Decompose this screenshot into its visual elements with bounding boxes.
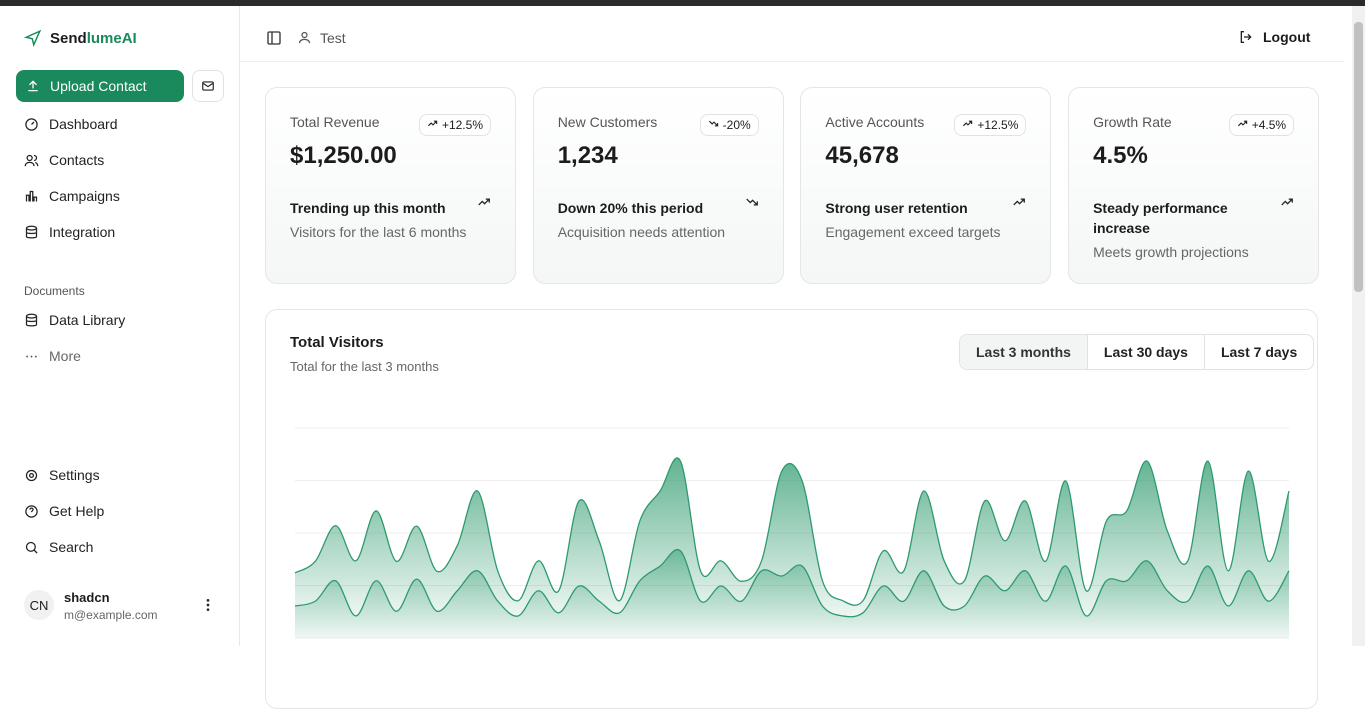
nav-label: Campaigns bbox=[49, 188, 120, 204]
trend-icon bbox=[477, 195, 491, 214]
card-trend: Down 20% this period bbox=[557, 200, 704, 216]
range-button[interactable]: Last 7 days bbox=[1203, 335, 1313, 369]
stat-card: Active Accounts 45,678 +12.5% Strong user r… bbox=[800, 87, 1052, 284]
section-label: Documents bbox=[24, 284, 85, 298]
card-title: Growth Rate bbox=[1093, 114, 1172, 130]
nav-label: Dashboard bbox=[49, 116, 118, 132]
range-toggle: Last 3 months Last 30 days Last 7 days bbox=[959, 334, 1315, 370]
card-badge: -20% bbox=[699, 114, 759, 136]
card-badge: +12.5% bbox=[954, 114, 1027, 136]
nav-label: Data Library bbox=[49, 312, 126, 328]
logout-button[interactable]: Logout bbox=[1238, 29, 1310, 45]
badge-label: -20% bbox=[722, 118, 751, 132]
nav-item[interactable]: Campaigns bbox=[24, 188, 120, 204]
avatar: CN bbox=[24, 590, 54, 620]
trend-icon bbox=[745, 195, 759, 214]
nav-item[interactable]: Dashboard bbox=[24, 116, 118, 132]
badge-label: +12.5% bbox=[441, 118, 483, 132]
nav-label: Settings bbox=[49, 467, 100, 483]
header bbox=[240, 6, 1344, 62]
card-title: Active Accounts bbox=[825, 114, 925, 130]
nav-item[interactable]: Search bbox=[24, 539, 93, 555]
browser-strip bbox=[0, 0, 1365, 6]
card-trend: Steady performance increase bbox=[1093, 200, 1228, 236]
user-icon bbox=[298, 31, 311, 44]
badge-label: +12.5% bbox=[977, 118, 1019, 132]
main: Test Logout Total Revenue $1,250.00 +12.5%… bbox=[240, 6, 1352, 709]
chart-subtitle: Total for the last 3 months bbox=[290, 359, 439, 374]
badge-label: +4.5% bbox=[1251, 118, 1287, 132]
nav-item[interactable]: Get Help bbox=[24, 503, 104, 519]
user-menu[interactable] bbox=[200, 597, 216, 613]
nav-item[interactable]: More bbox=[24, 348, 81, 364]
header-user: Test bbox=[320, 30, 346, 46]
card-title: Total Revenue bbox=[290, 114, 380, 130]
stat-card: New Customers 1,234 -20% Down 20% this peri… bbox=[532, 87, 784, 284]
nav-label: More bbox=[49, 348, 81, 364]
user-email: m@example.com bbox=[64, 608, 158, 622]
brand: SendlumeAI bbox=[24, 29, 137, 47]
card-trend: Strong user retention bbox=[825, 200, 968, 216]
card-value: 4.5% bbox=[1093, 142, 1148, 169]
card-note: Meets growth projections bbox=[1093, 244, 1249, 260]
nav-label: Search bbox=[49, 539, 94, 555]
brand-prefix: Send bbox=[50, 29, 87, 47]
range-button[interactable]: Last 3 months bbox=[960, 335, 1087, 369]
card-value: 45,678 bbox=[825, 142, 899, 169]
nav-label: Integration bbox=[49, 224, 116, 240]
card-note: Acquisition needs attention bbox=[557, 224, 726, 240]
upload-label: Upload Contact bbox=[50, 78, 147, 94]
brand-suffix: lumeAI bbox=[86, 29, 137, 47]
nav-item[interactable]: Settings bbox=[24, 467, 100, 483]
card-note: Engagement exceed targets bbox=[825, 224, 1001, 240]
area-fill bbox=[295, 457, 1289, 617]
chart bbox=[294, 427, 1290, 639]
card-trend: Trending up this month bbox=[290, 200, 446, 216]
nav-item[interactable]: Integration bbox=[24, 224, 115, 240]
trend-icon bbox=[1012, 195, 1026, 214]
nav-item[interactable]: Data Library bbox=[24, 312, 125, 328]
stat-card: Growth Rate 4.5% +4.5% Steady performance i… bbox=[1068, 87, 1320, 284]
trend-icon bbox=[1280, 195, 1294, 214]
nav-label: Get Help bbox=[49, 503, 105, 519]
mail-button[interactable] bbox=[192, 70, 224, 102]
logout-label: Logout bbox=[1263, 29, 1311, 45]
scrollbar bbox=[1352, 6, 1365, 646]
card-badge: +12.5% bbox=[418, 114, 491, 136]
nav-label: Contacts bbox=[49, 152, 105, 168]
upload-button[interactable]: Upload Contact bbox=[16, 70, 184, 102]
card-badge: +4.5% bbox=[1228, 114, 1295, 136]
sidebar-toggle[interactable] bbox=[266, 30, 282, 46]
card-value: 1,234 bbox=[557, 142, 618, 169]
nav-item[interactable]: Contacts bbox=[24, 152, 104, 168]
card-note: Visitors for the last 6 months bbox=[290, 224, 467, 240]
card-value: $1,250.00 bbox=[290, 142, 397, 169]
area-fill bbox=[295, 549, 1289, 638]
area-line bbox=[294, 457, 1290, 606]
chart-card: Total Visitors Total for the last 3 mont… bbox=[265, 309, 1318, 709]
stat-card: Total Revenue $1,250.00 +12.5% Trending up … bbox=[265, 87, 516, 284]
user-name: shadcn bbox=[64, 590, 110, 605]
chart-title: Total Visitors bbox=[290, 334, 384, 351]
card-title: New Customers bbox=[557, 114, 658, 130]
sidebar: SendlumeAI Upload Contact Dashboard Conta… bbox=[0, 6, 240, 646]
range-button[interactable]: Last 30 days bbox=[1086, 335, 1204, 369]
